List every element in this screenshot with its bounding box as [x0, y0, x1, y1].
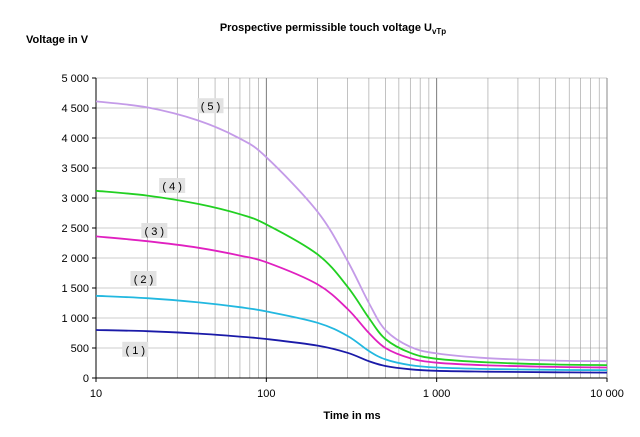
y-tick-label: 1 000: [61, 313, 89, 325]
chart-title-main: Prospective permissible touch voltage U: [220, 22, 432, 34]
x-tick-label: 100: [257, 388, 275, 400]
series-line-4: [95, 189, 608, 366]
y-tick-label: 4 000: [61, 133, 89, 145]
series-tag-box: [197, 98, 224, 114]
x-tick-label: 1 000: [423, 388, 451, 400]
y-tick-label: 2 000: [61, 253, 89, 265]
series-tag-label: ( 5 ): [201, 101, 221, 113]
series-tag-5: ( 5 ): [197, 98, 224, 114]
y-tick-label: 500: [71, 343, 89, 355]
series-line-1: [95, 329, 608, 374]
y-axis-label: Voltage in V: [26, 34, 89, 46]
series-tag-box: [130, 271, 157, 286]
series-line-2: [95, 294, 608, 372]
series-tag-label: ( 4 ): [162, 181, 182, 193]
series-tag-box: [141, 223, 168, 238]
series-tag-label: ( 2 ): [134, 274, 154, 286]
series-lines: [95, 100, 608, 374]
chart-title-subscript: vTp: [432, 27, 446, 36]
series-tag-box: [159, 178, 186, 193]
y-tick-label: 4 500: [61, 103, 89, 115]
y-tick-label: 0: [83, 373, 89, 385]
series-tag-2: ( 2 ): [130, 271, 157, 286]
series-line-5: [95, 100, 608, 363]
tick-labels: 0 500 1 000 1 500 2 000 2 500 3 000 3 500 4 000 4…: [61, 73, 623, 400]
plot-grid: [96, 77, 607, 378]
x-tick-label: 10 000: [590, 388, 624, 400]
series-tag-1: ( 1 ): [122, 341, 149, 357]
series-tag-label: ( 3 ): [145, 226, 165, 238]
y-tick-label: 5 000: [61, 73, 89, 85]
series-line-3: [95, 235, 608, 369]
plot-axes: [92, 77, 608, 382]
series-tag-box: [122, 341, 149, 357]
x-tick-label: 10: [90, 388, 102, 400]
series-tags: ( 1 ) ( 2 ) ( 3 ) ( 4 ) ( 5 ): [122, 98, 224, 357]
y-tick-label: 2 500: [61, 223, 89, 235]
series-tag-4: ( 4 ): [159, 178, 186, 193]
series-tag-3: ( 3 ): [141, 223, 168, 238]
x-axis-label: Time in ms: [323, 410, 380, 422]
y-tick-label: 3 500: [61, 163, 89, 175]
y-tick-label: 3 000: [61, 193, 89, 205]
y-tick-label: 1 500: [61, 283, 89, 295]
chart-title: Prospective permissible touch voltage Uv…: [220, 22, 446, 36]
series-tag-label: ( 1 ): [125, 345, 145, 357]
